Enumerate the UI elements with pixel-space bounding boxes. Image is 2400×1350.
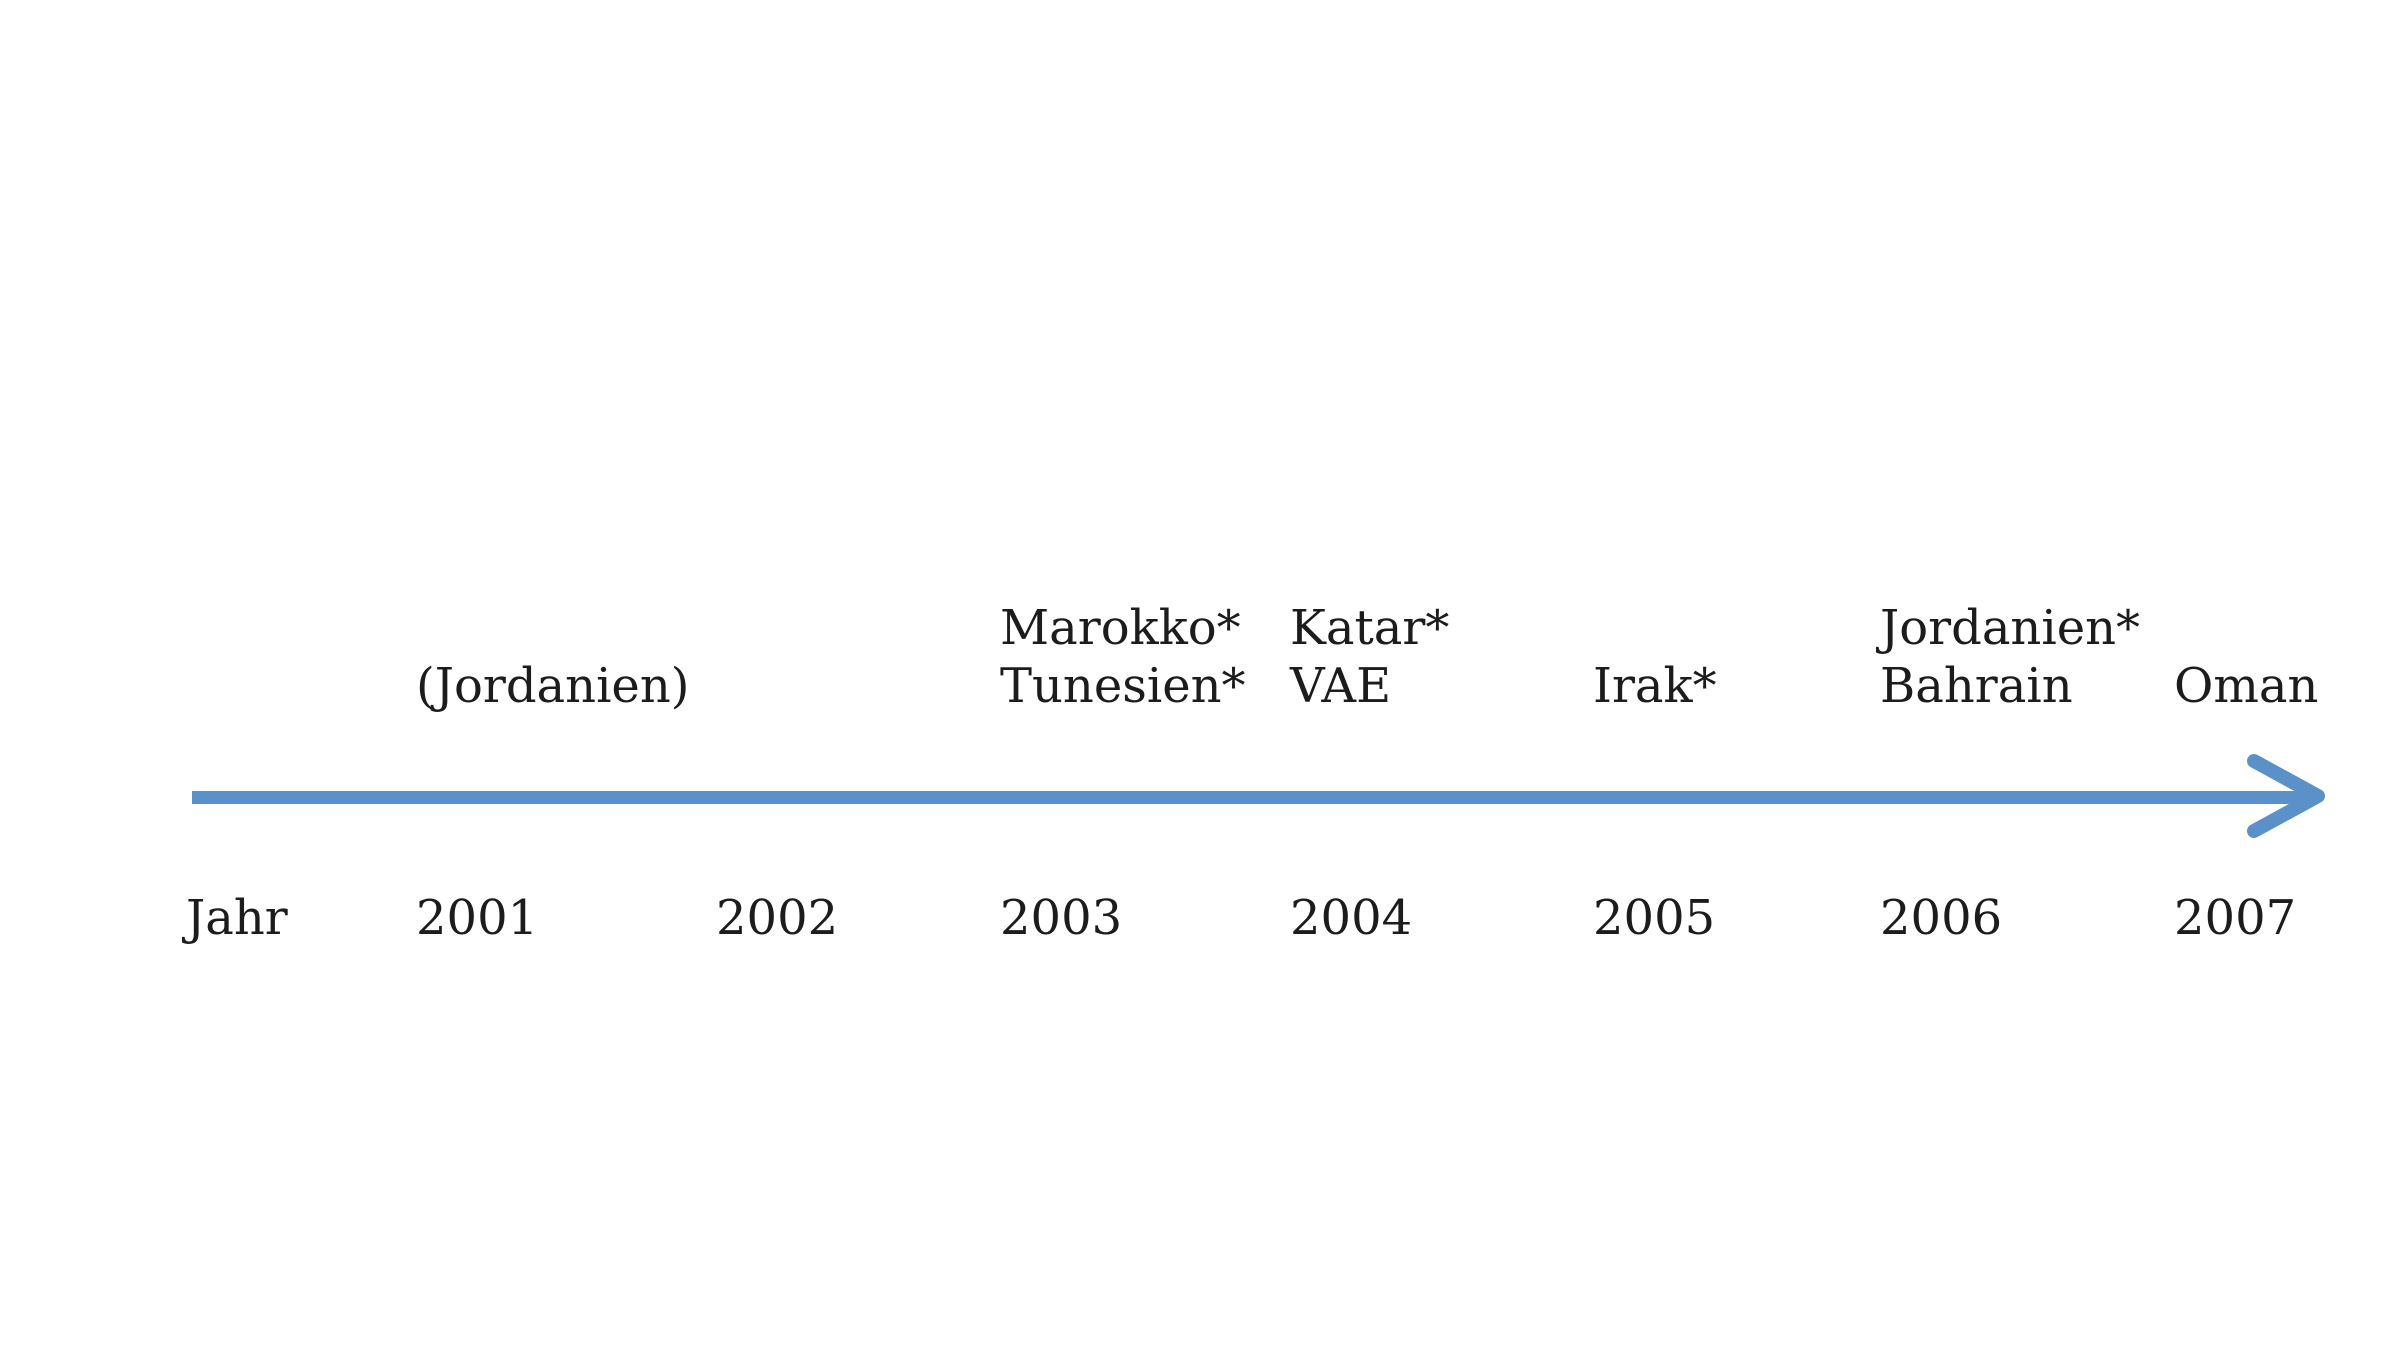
- event-label: Tunesien*: [1000, 658, 1246, 714]
- arrow-right-icon: [2247, 754, 2325, 838]
- event-group-2007: Oman: [2174, 598, 2318, 715]
- axis-title: Jahr: [186, 890, 288, 946]
- year-tick-2003: 2003: [1000, 890, 1123, 946]
- event-group-2005: Irak*: [1593, 598, 1717, 715]
- year-tick-2002: 2002: [716, 890, 839, 946]
- event-group-2001: (Jordanien): [416, 598, 689, 715]
- event-label: Jordanien*: [1880, 600, 2141, 656]
- year-tick-2007: 2007: [2174, 890, 2297, 946]
- event-label: (Jordanien): [416, 658, 690, 714]
- event-label: Irak*: [1593, 658, 1717, 714]
- year-tick-2005: 2005: [1593, 890, 1716, 946]
- event-group-2004: Katar* VAE: [1290, 598, 1449, 715]
- event-label: Katar*: [1290, 600, 1450, 656]
- timeline-arrow-shaft: [192, 791, 2308, 804]
- year-tick-2006: 2006: [1880, 890, 2003, 946]
- year-tick-2001: 2001: [416, 890, 539, 946]
- event-group-2006: Jordanien* Bahrain: [1880, 598, 2140, 715]
- event-label: VAE: [1290, 658, 1392, 714]
- event-label: Marokko*: [1000, 600, 1241, 656]
- year-tick-2004: 2004: [1290, 890, 1413, 946]
- event-label: Bahrain: [1880, 658, 2073, 714]
- event-label: Oman: [2174, 658, 2319, 714]
- event-group-2003: Marokko* Tunesien*: [1000, 598, 1246, 715]
